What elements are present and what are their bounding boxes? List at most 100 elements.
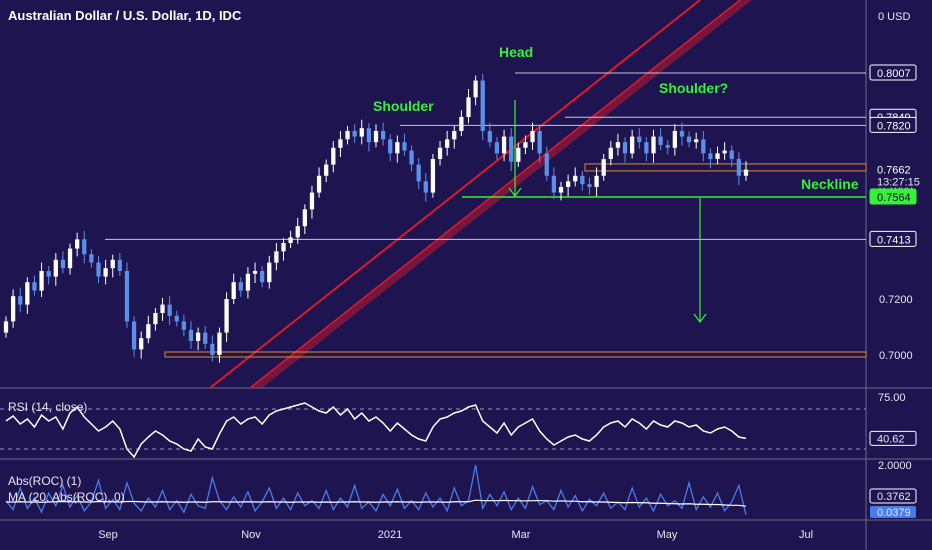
price-label-box <box>869 188 917 205</box>
rsi-label: RSI (14, close) <box>8 400 88 414</box>
candle-body <box>594 175 599 187</box>
candle-body <box>60 259 66 269</box>
candle-body <box>380 130 386 140</box>
countdown-timer: 13:27:15 <box>877 177 920 189</box>
candle-body <box>345 130 350 140</box>
price-label-0.7820: 0.7820 <box>877 120 911 132</box>
candle-body <box>715 153 720 159</box>
chart-title: Australian Dollar / U.S. Dollar, 1D, IDC <box>8 8 242 23</box>
annotation-neckline: Neckline <box>801 176 859 192</box>
axis-unit-label: 0 USD <box>878 11 910 23</box>
candle-body <box>694 139 699 143</box>
candle-body <box>665 144 670 148</box>
candle-body <box>729 150 734 159</box>
roc-ma-value-box <box>869 488 917 504</box>
candle-body <box>701 139 706 154</box>
annotation-shoulder-right: Shoulder? <box>659 80 729 96</box>
candle-body <box>18 296 23 305</box>
candle-body <box>622 142 628 154</box>
roc-tick-2: 2.0000 <box>878 460 912 472</box>
candle-body <box>281 242 286 252</box>
candle-body <box>25 282 30 305</box>
roc-value-label: 0.0379 <box>877 507 911 519</box>
trendline-channel <box>250 0 752 388</box>
candle-body <box>288 237 293 243</box>
price-label-box <box>869 64 917 81</box>
candle-body <box>238 282 243 291</box>
candle-body <box>395 142 400 154</box>
candle-body <box>274 251 279 263</box>
support-zone-low <box>164 351 867 358</box>
candle-body <box>473 80 478 98</box>
roc-value-box <box>870 506 916 518</box>
candle-body <box>231 282 236 299</box>
candle-body <box>679 130 685 137</box>
candle-body <box>416 164 421 182</box>
candle-body <box>217 332 222 355</box>
candle-body <box>359 128 364 137</box>
candle-body <box>388 139 393 154</box>
x-tick-label: Sep <box>98 529 118 541</box>
candle-body <box>89 254 94 263</box>
candle-body <box>3 321 9 333</box>
price-label-box <box>870 161 916 188</box>
candle-body <box>423 181 428 193</box>
price-label-0.8007: 0.8007 <box>877 68 911 80</box>
candle-body <box>722 150 727 154</box>
rsi-value-label: 40.62 <box>877 433 905 445</box>
candle-body <box>402 142 407 151</box>
annotation-head: Head <box>499 44 534 60</box>
candle-body <box>437 147 443 159</box>
roc-ma-value-label: 0.3762 <box>877 491 911 503</box>
x-tick-label: 2021 <box>378 529 402 541</box>
y-tick-label: 0.7000 <box>879 350 913 362</box>
candle-body <box>530 130 535 143</box>
candle-body <box>67 248 73 269</box>
candle-body <box>82 239 87 255</box>
candle-body <box>452 130 457 140</box>
candle-body <box>430 158 436 193</box>
candle-body <box>302 209 307 227</box>
candle-body <box>523 142 528 148</box>
annotation-shoulder-left: Shoulder <box>373 98 434 114</box>
candle-body <box>373 130 379 143</box>
candle-body <box>487 130 492 143</box>
roc-line <box>5 464 747 516</box>
candle-body <box>615 142 621 148</box>
candle-body <box>644 142 649 154</box>
candle-body <box>146 324 151 339</box>
candle-body <box>160 304 165 313</box>
y-tick-label: 0.7200 <box>879 294 913 306</box>
candle-body <box>46 270 51 277</box>
candle-body <box>96 262 101 277</box>
candle-body <box>686 136 692 143</box>
candle-body <box>53 259 58 277</box>
candle-body <box>352 130 357 137</box>
x-tick-label: Jul <box>799 529 813 541</box>
candle-body <box>203 332 208 344</box>
resistance-zone <box>584 163 867 172</box>
candle-body <box>551 175 557 193</box>
candle-body <box>103 268 108 277</box>
roc-ma-label: MA (20, Abs(ROC), 0) <box>8 490 125 504</box>
candle-body <box>608 147 613 159</box>
price-label-box <box>869 116 917 133</box>
candle-body <box>39 270 44 291</box>
candle-body <box>331 147 336 165</box>
candle-body <box>708 153 713 159</box>
candle-body <box>743 169 749 176</box>
candle-body <box>252 270 258 274</box>
candle-body <box>736 158 742 176</box>
candle-body <box>558 186 564 193</box>
price-label-0.7662: 0.7662 <box>877 165 911 177</box>
candle-body <box>338 139 343 148</box>
candle-body <box>580 175 585 185</box>
x-tick-label: May <box>657 529 678 541</box>
candle-body <box>316 175 322 193</box>
x-tick-label: Mar <box>512 529 531 541</box>
candle-body <box>181 321 187 330</box>
price-label-box <box>869 230 917 247</box>
candle-body <box>409 150 414 165</box>
candle-body <box>501 136 507 154</box>
